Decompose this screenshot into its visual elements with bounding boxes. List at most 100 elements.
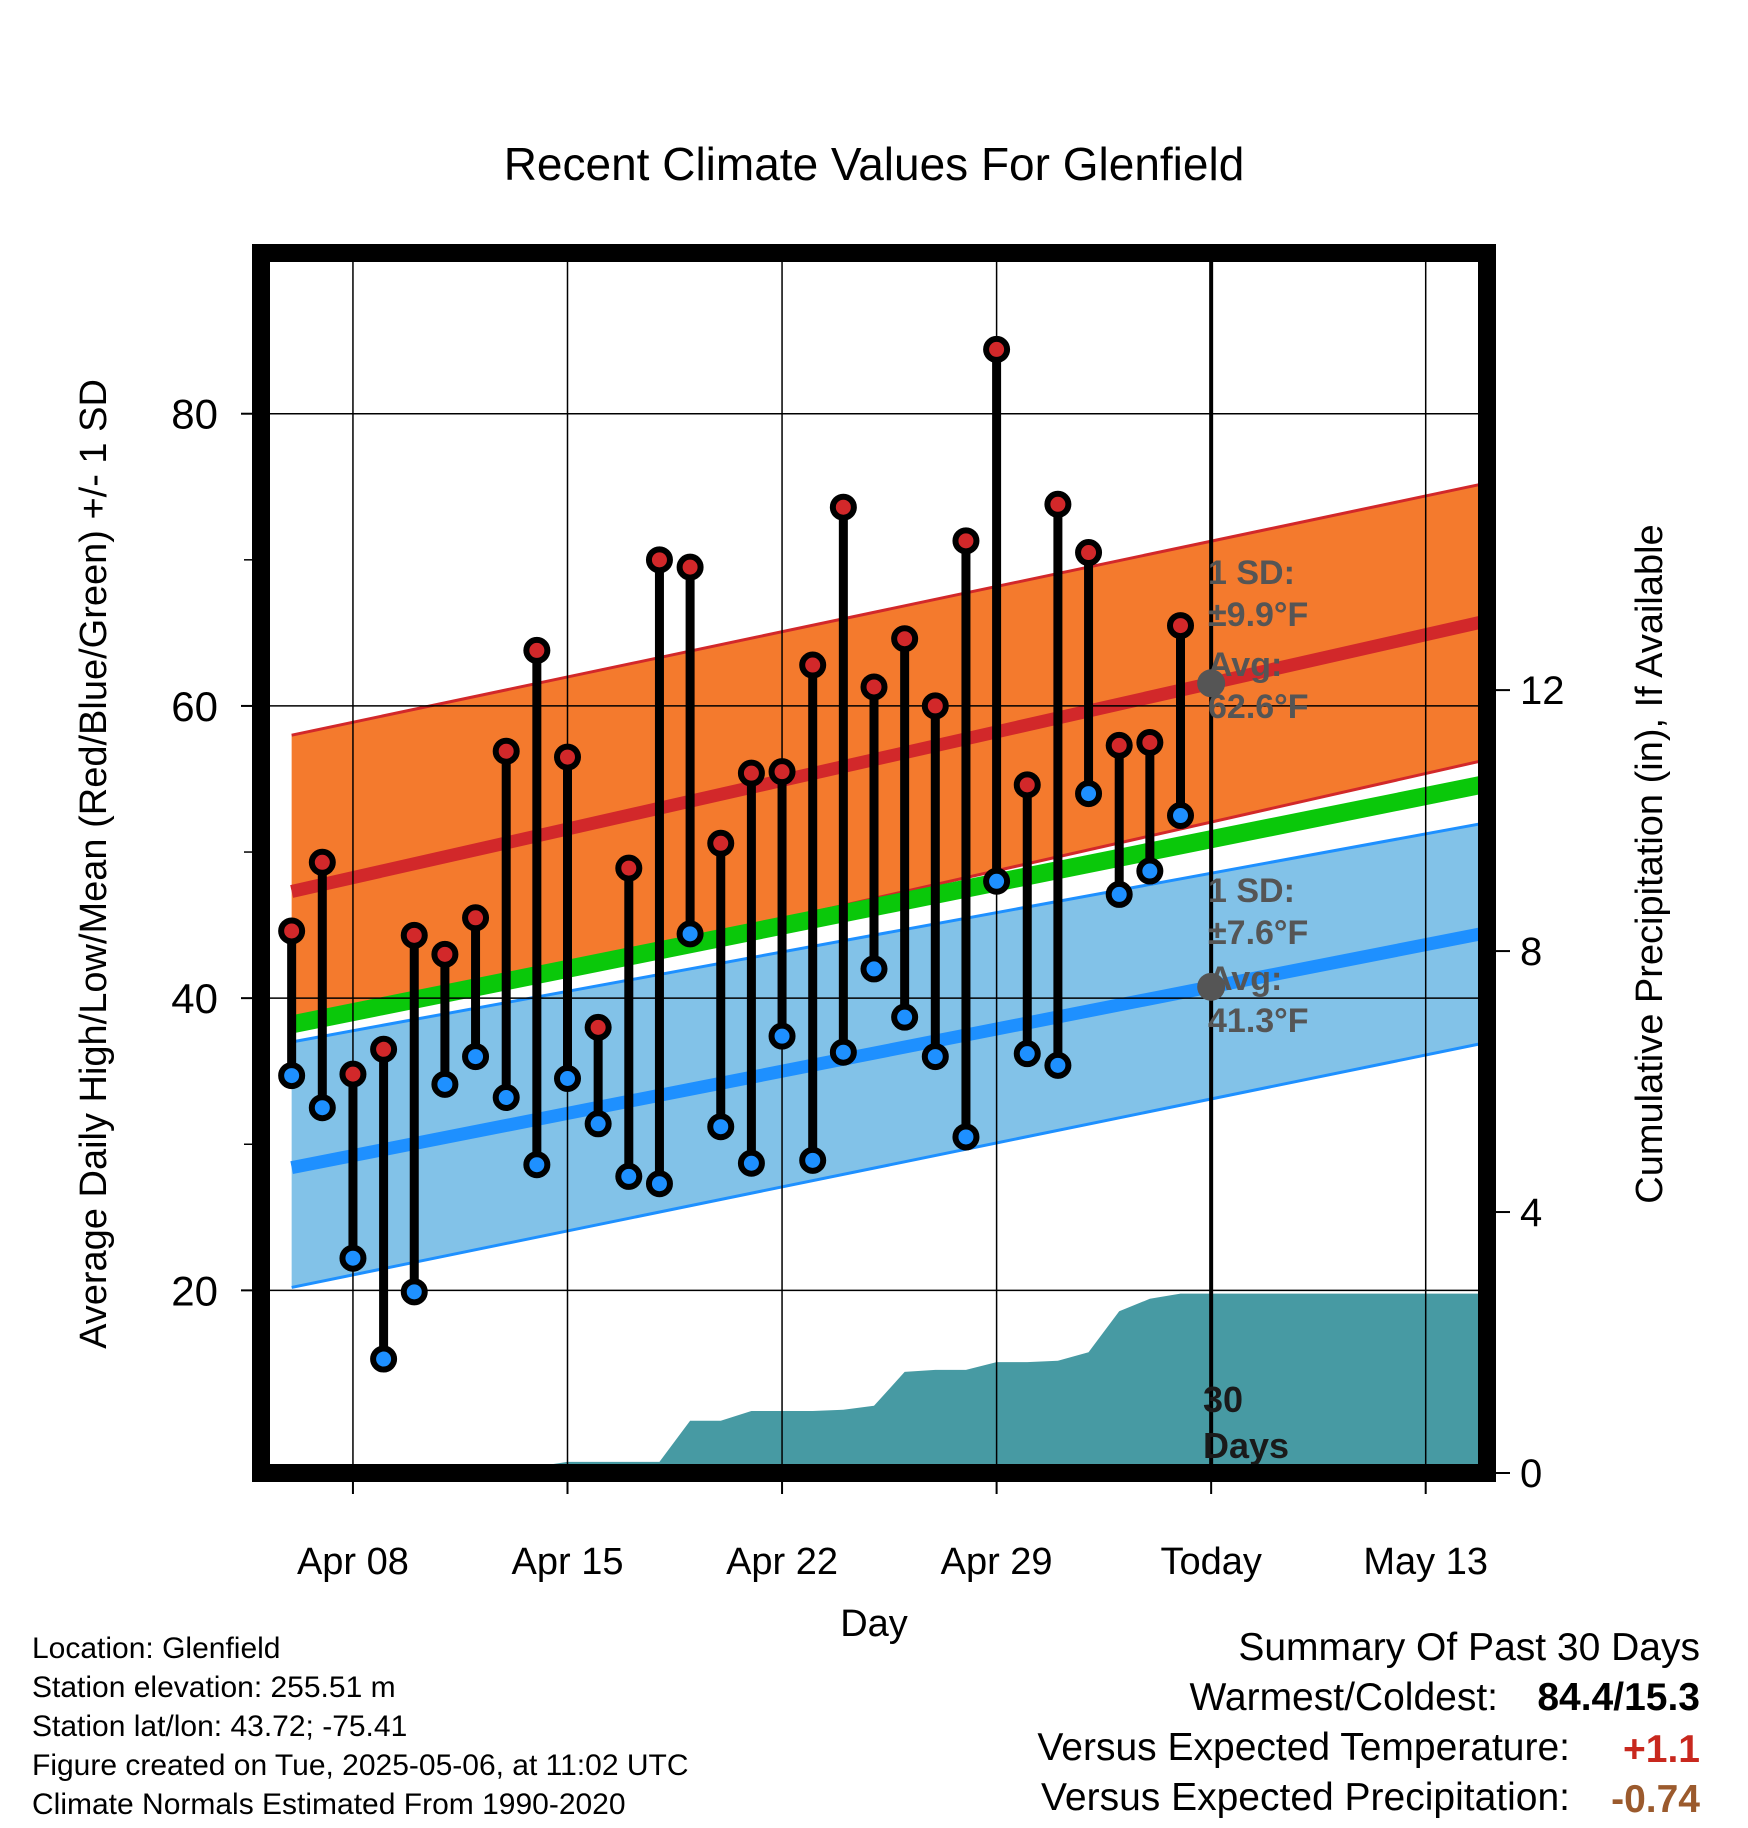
low-point [1075, 780, 1103, 808]
y2-tick-label: 4 [1520, 1191, 1542, 1235]
high-sd-label: 1 SD: [1208, 554, 1295, 592]
low-point [676, 920, 704, 948]
high-point [707, 829, 735, 857]
footer-normals: Climate Normals Estimated From 1990-2020 [32, 1788, 626, 1821]
low-point [829, 1038, 857, 1066]
days-count: 30 [1203, 1379, 1243, 1420]
low-point [584, 1110, 612, 1138]
days-label: Days [1203, 1425, 1289, 1466]
y-axis-label: Average Daily High/Low/Mean (Red/Blue/Gr… [73, 379, 115, 1349]
low-point [768, 1022, 796, 1050]
low-point [1136, 857, 1164, 885]
low-point [860, 955, 888, 983]
x-tick-label: Apr 29 [941, 1541, 1053, 1583]
low-point [1105, 880, 1133, 908]
high-point [523, 636, 551, 664]
high-point [799, 651, 827, 679]
low-point [737, 1149, 765, 1177]
y-tick-label: 40 [171, 975, 218, 1022]
summary-heading: Summary Of Past 30 Days [1238, 1626, 1700, 1669]
high-point [768, 758, 796, 786]
precipitation-area [261, 1293, 1487, 1473]
chart-title: Recent Climate Values For Glenfield [504, 138, 1245, 190]
high-point [1136, 728, 1164, 756]
high-point [860, 673, 888, 701]
high-band-upper-edge [291, 481, 1487, 737]
low-sd-annotation: 1 SD: ±7.6°F Avg: 41.3°F [1208, 872, 1309, 1040]
low-point [554, 1065, 581, 1093]
low-point [523, 1151, 551, 1179]
high-point [339, 1060, 367, 1088]
low-point [1167, 802, 1194, 830]
low-point [952, 1123, 980, 1151]
low-sd-value: ±7.6°F [1208, 914, 1308, 952]
today-average-dots [1197, 669, 1226, 1001]
x-tick-label: Apr 15 [512, 1541, 624, 1583]
low-sd-label: 1 SD: [1208, 872, 1295, 910]
normal-low-line [290, 925, 1487, 1175]
high-point [891, 625, 919, 653]
low-point [921, 1043, 949, 1071]
summary-precip-value: -0.74 [1611, 1778, 1700, 1821]
daily-range-bars [287, 349, 1185, 1360]
x-tick-label: Today [1160, 1541, 1261, 1583]
cumulative-precip-area [261, 1293, 1487, 1473]
high-avg-value: 62.6°F [1208, 688, 1309, 726]
y2-tick-label: 12 [1520, 669, 1565, 713]
low-point [308, 1094, 336, 1122]
high-point [952, 527, 980, 555]
high-point [554, 743, 581, 771]
summary-warm-cold-value: 84.4/15.3 [1537, 1676, 1700, 1719]
low-point [799, 1146, 827, 1174]
low-point [370, 1345, 398, 1373]
footer-created: Figure created on Tue, 2025-05-06, at 11… [32, 1749, 689, 1782]
low-band-lower-edge [291, 1040, 1487, 1289]
high-point [431, 940, 459, 968]
high-point [645, 546, 673, 574]
high-point [676, 553, 704, 581]
low-point [278, 1062, 306, 1090]
low-point [1013, 1040, 1041, 1068]
high-point [462, 904, 490, 932]
low-point [615, 1162, 643, 1190]
low-avg-value: 41.3°F [1208, 1002, 1309, 1040]
summary-warm-cold-label: Warmest/Coldest: [1190, 1676, 1498, 1719]
high-point [921, 692, 949, 720]
y2-axis-label: Cumulative Precipitation (in), If Availa… [1629, 524, 1671, 1203]
high-point [1013, 771, 1041, 799]
high-sd-annotation: 1 SD: ±9.9°F Avg: 62.6°F [1208, 554, 1309, 726]
low-point [983, 867, 1011, 895]
high-point [584, 1013, 612, 1041]
y-tick-label: 80 [171, 391, 218, 438]
low-point [707, 1113, 735, 1141]
high-point [737, 759, 765, 787]
high-sd-value: ±9.9°F [1208, 596, 1308, 634]
summary-temp-value: +1.1 [1623, 1728, 1700, 1771]
x-tick-label: Apr 22 [726, 1541, 838, 1583]
low-point [1044, 1051, 1072, 1079]
high-point [1105, 731, 1133, 759]
y-tick-label: 20 [171, 1267, 218, 1314]
low-point [891, 1003, 919, 1031]
high-point [370, 1035, 398, 1063]
daily-markers [278, 335, 1194, 1373]
high-point [615, 854, 643, 882]
high-avg-dot [1197, 669, 1226, 698]
high-point [1075, 539, 1103, 567]
high-point [308, 848, 336, 876]
high-point [492, 737, 520, 765]
low-point [400, 1278, 428, 1306]
low-point [431, 1070, 459, 1098]
high-point [983, 335, 1011, 363]
y2-tick-label: 0 [1520, 1452, 1542, 1496]
days-annotation: 30 Days [1203, 1379, 1289, 1466]
low-point [645, 1170, 673, 1198]
station-info: Location: Glenfield Station elevation: 2… [32, 1632, 689, 1821]
footer-elevation: Station elevation: 255.51 m [32, 1671, 396, 1704]
x-tick-label: Apr 08 [297, 1541, 409, 1583]
footer-latlon: Station lat/lon: 43.72; -75.41 [32, 1710, 407, 1743]
high-point [1167, 612, 1194, 640]
x-tick-label: May 13 [1363, 1541, 1488, 1583]
plot-frame [252, 244, 1496, 1482]
